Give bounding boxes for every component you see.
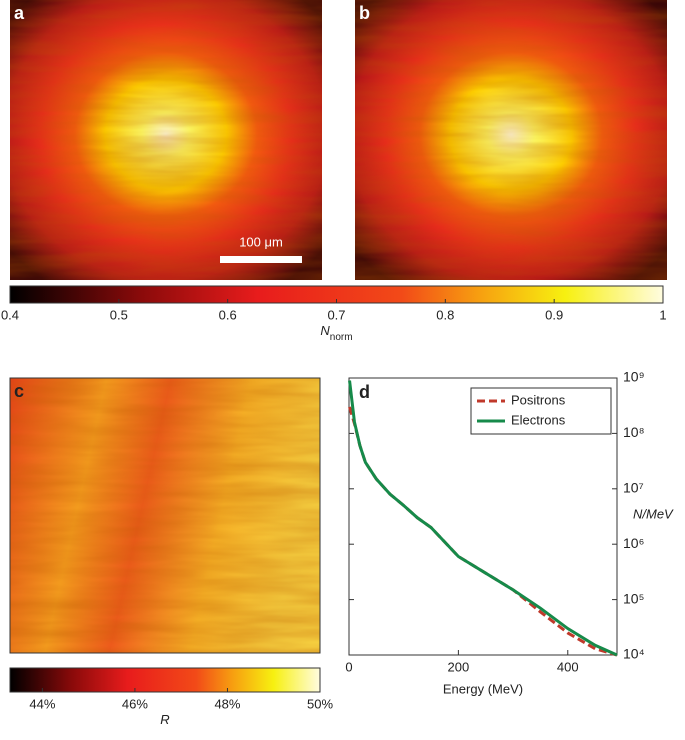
colorbar-tick-label: 46% [122, 696, 148, 711]
colorbar-tick-label: 1 [659, 307, 666, 322]
colorbar-label-sub: norm [330, 332, 353, 343]
colorbar-label: R [160, 712, 169, 727]
y-tick-label: 10⁷ [623, 480, 644, 496]
scale-bar [220, 256, 302, 263]
panel-label: b [359, 3, 370, 23]
colorbar-tick-label: 48% [214, 696, 240, 711]
colorbar-tick-label: 50% [307, 696, 333, 711]
heatmap-texture [10, 378, 320, 653]
y-tick-label: 10⁴ [623, 646, 645, 662]
colorbar [9, 667, 321, 693]
scale-bar-label: 100 μm [239, 234, 283, 249]
colorbar-label-main: N [320, 323, 330, 338]
x-tick-label: 200 [448, 659, 470, 674]
heatmap-texture [10, 0, 322, 280]
legend-label: Electrons [511, 412, 566, 427]
heatmap-texture [355, 0, 667, 280]
legend-label: Positrons [511, 392, 566, 407]
panel-label: d [359, 382, 370, 402]
colorbar-label: Nnorm [320, 323, 352, 342]
x-tick-label: 0 [345, 659, 352, 674]
colorbar-tick-label: 0.6 [219, 307, 237, 322]
x-axis-label: Energy (MeV) [443, 681, 523, 696]
colorbar-tick-label: 0.4 [1, 307, 19, 322]
colorbar-tick-label: 44% [29, 696, 55, 711]
colorbar-label-main: R [160, 712, 169, 727]
colorbar-tick-label: 0.7 [327, 307, 345, 322]
panel-label: c [14, 381, 24, 401]
x-tick-label: 400 [557, 659, 579, 674]
colorbar-tick-label: 0.5 [110, 307, 128, 322]
colorbar-tick-label: 0.8 [436, 307, 454, 322]
legend-box [470, 387, 612, 435]
y-tick-label: 10⁹ [623, 369, 645, 385]
heatmap-frame [9, 377, 321, 654]
panel-label: a [14, 3, 25, 23]
colorbar-tick-label: 0.9 [545, 307, 563, 322]
y-axis-label: N/MeV [633, 506, 674, 521]
series-line [348, 380, 618, 657]
y-tick-label: 10⁶ [623, 535, 644, 551]
y-tick-label: 10⁸ [623, 424, 645, 440]
y-tick-label: 10⁵ [623, 590, 644, 606]
